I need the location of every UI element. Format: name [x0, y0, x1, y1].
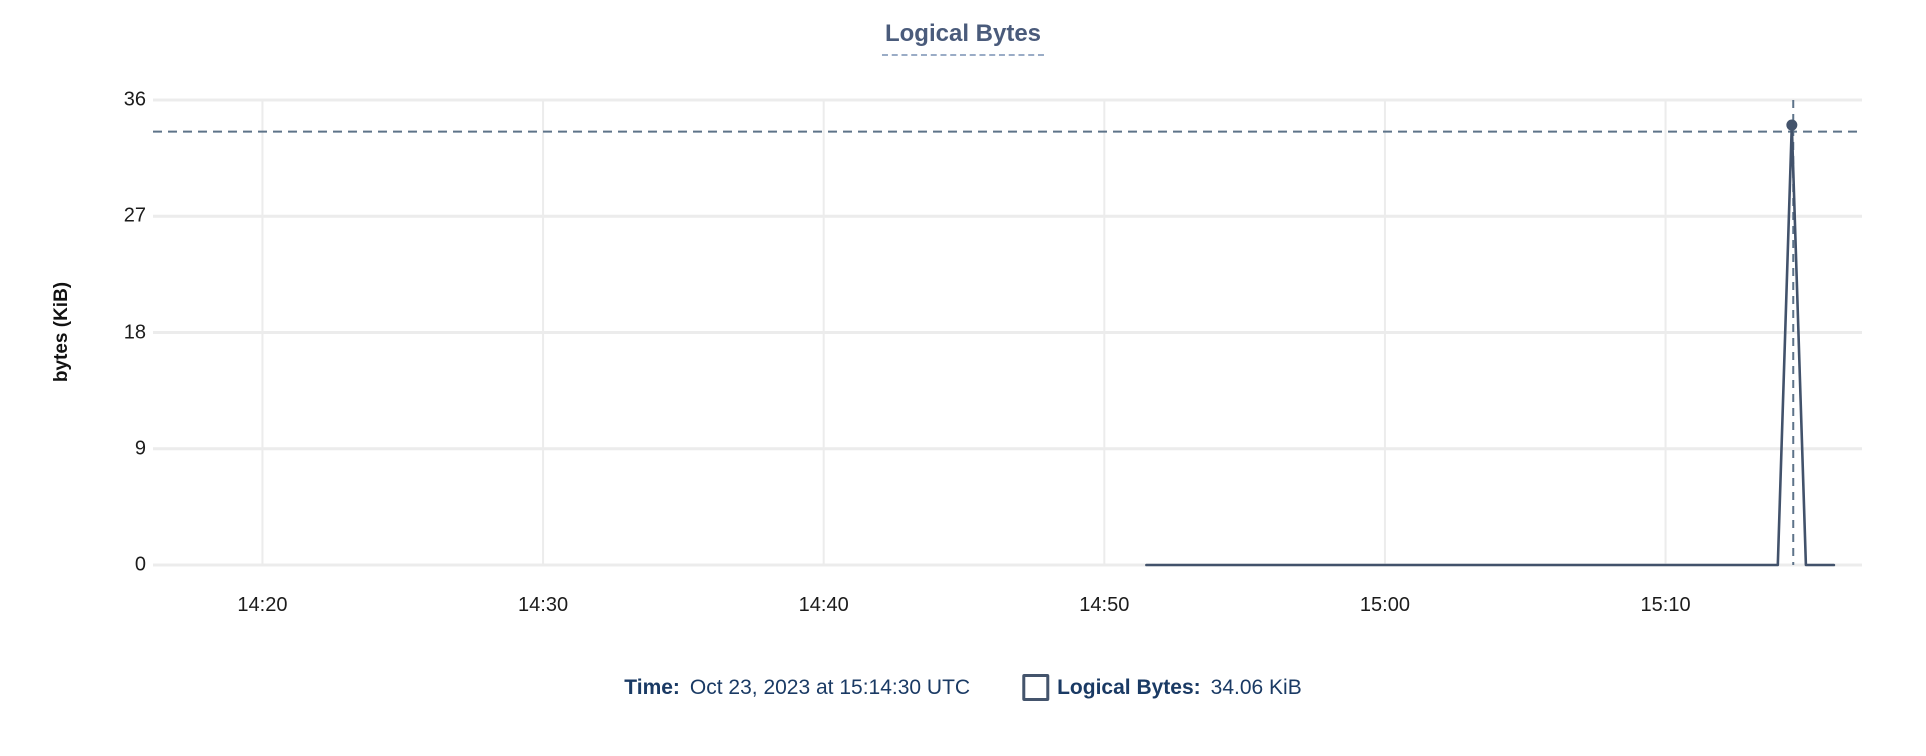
series-label: Logical Bytes: — [1057, 675, 1201, 699]
x-tick-label: 15:00 — [1359, 594, 1410, 616]
y-tick-label: 18 — [123, 321, 146, 343]
crosshair-readout: Time: Oct 23, 2023 at 15:14:30 UTC Logic… — [624, 674, 1302, 701]
x-tick-label: 14:30 — [518, 594, 569, 616]
time-label: Time: — [624, 675, 680, 699]
time-value: Oct 23, 2023 at 15:14:30 UTC — [689, 675, 971, 699]
x-tick-label: 14:20 — [237, 594, 288, 616]
legend-swatch-icon — [1022, 674, 1050, 701]
data-point-marker — [1786, 119, 1798, 131]
readout-time: Time: Oct 23, 2023 at 15:14:30 UTC — [624, 676, 970, 700]
series-line — [1145, 123, 1836, 567]
y-tick-label: 36 — [123, 88, 146, 111]
x-tick-label: 14:40 — [798, 594, 849, 616]
y-tick-label: 27 — [123, 204, 146, 227]
chart-title[interactable]: Logical Bytes — [881, 20, 1045, 56]
series-value: 34.06 KiB — [1210, 675, 1302, 699]
readout-series: Logical Bytes: 34.06 KiB — [1022, 674, 1302, 701]
x-tick-label: 15:10 — [1640, 594, 1691, 616]
x-tick-label: 14:50 — [1079, 594, 1130, 616]
y-tick-label: 9 — [134, 437, 146, 460]
y-tick-label: 0 — [134, 553, 146, 576]
